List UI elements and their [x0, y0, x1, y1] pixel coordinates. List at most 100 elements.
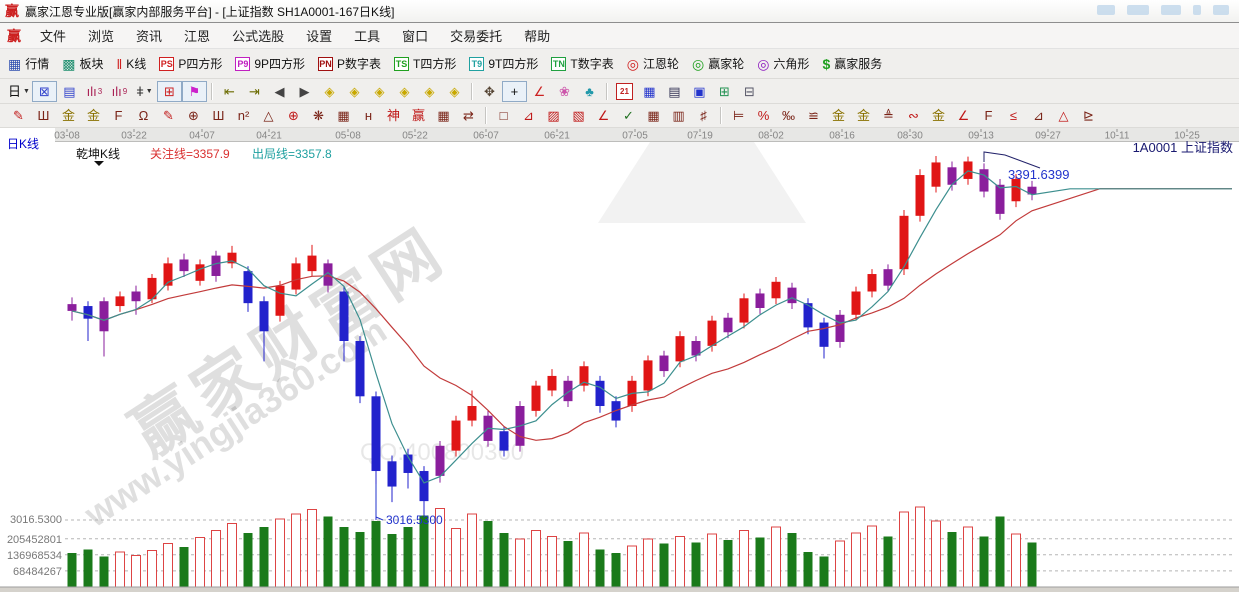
gann-tool-6-button[interactable]: Ω [131, 105, 156, 126]
kline-button[interactable]: ‖ K线 [117, 55, 147, 72]
quotes-button[interactable]: ▦ 行情 [8, 55, 49, 72]
gann-tool-21-button[interactable]: □ [491, 105, 516, 126]
gann-tool-25-button[interactable]: ∠ [591, 105, 616, 126]
menu-item-9[interactable]: 交易委托 [450, 29, 503, 44]
notes-tool-button[interactable]: ▤ [662, 81, 687, 102]
angle-tool-button[interactable]: ∠ [527, 81, 552, 102]
gann-tool-24-button[interactable]: ▧ [566, 105, 591, 126]
gann-tool-1-button[interactable]: ✎ [6, 105, 31, 126]
gann-tool-42-button[interactable]: ≤ [1001, 105, 1026, 126]
save-tool-button[interactable]: ▣ [687, 81, 712, 102]
window-control-button[interactable] [1193, 5, 1201, 15]
gann-tool-4-button[interactable]: 金 [81, 105, 106, 126]
gann-tool-43-button[interactable]: ⊿ [1026, 105, 1051, 126]
gann-tool-23-button[interactable]: ▨ [541, 105, 566, 126]
nav-prev-button[interactable]: ◀ [267, 81, 292, 102]
gann-tool-37-button[interactable]: ≜ [876, 105, 901, 126]
gann-tool-10-button[interactable]: n² [231, 105, 256, 126]
window-control-button[interactable] [1161, 5, 1181, 15]
gann-tool-32-button[interactable]: % [751, 105, 776, 126]
gann-tool-39-button[interactable]: 金 [926, 105, 951, 126]
gann-tool-29-button[interactable]: ♯ [691, 105, 716, 126]
gann-tool-45-button[interactable]: ⊵ [1076, 105, 1101, 126]
gann-tool-5-button[interactable]: F [106, 105, 131, 126]
nav-next-button[interactable]: ▶ [292, 81, 317, 102]
gann-tool-33-button[interactable]: ‰ [776, 105, 801, 126]
print-tool-button[interactable]: ⊟ [737, 81, 762, 102]
gann-tool-34-button[interactable]: ≌ [801, 105, 826, 126]
gann-tool-13-button[interactable]: ❋ [306, 105, 331, 126]
gann-tool-44-button[interactable]: △ [1051, 105, 1076, 126]
gann-tool-38-button[interactable]: ∾ [901, 105, 926, 126]
gann-tool-3-button[interactable]: 金 [56, 105, 81, 126]
gann-tool-31-button[interactable]: ⊨ [726, 105, 751, 126]
chart-canvas[interactable]: 赢家财富网www.yingjia360.comQQ:40080036003-08… [0, 128, 1239, 592]
menu-item-5[interactable]: 公式选股 [232, 29, 285, 44]
gann-tool-36-button[interactable]: 金 [851, 105, 876, 126]
window-control-button[interactable] [1127, 5, 1149, 15]
winner-service-button[interactable]: $ 赢家服务 [822, 55, 882, 72]
gann-tool-27-button[interactable]: ▦ [641, 105, 666, 126]
menu-item-7[interactable]: 工具 [354, 29, 381, 44]
calculator-tool-button[interactable]: ▦ [637, 81, 662, 102]
crosshair-button[interactable]: + [501, 80, 527, 102]
nav-first-button[interactable]: ⇤ [217, 81, 242, 102]
gann-tool-41-button[interactable]: F [976, 105, 1001, 126]
window-control-button[interactable] [1213, 5, 1229, 15]
chart3-view-button[interactable]: ılı 3 [82, 81, 107, 102]
menu-item-10[interactable]: 帮助 [524, 29, 551, 44]
hexagon-button[interactable]: ◎ 六角形 [757, 55, 809, 72]
gann-wheel-button[interactable]: ◎ 江恩轮 [627, 55, 679, 72]
window-control-button[interactable] [1097, 5, 1115, 15]
menu-item-4[interactable]: 江恩 [184, 29, 211, 44]
gann-tool-26-button[interactable]: ✓ [616, 105, 641, 126]
p-square-button[interactable]: PS P四方形 [159, 55, 222, 72]
pan-hand-button[interactable]: ✥ [477, 81, 502, 102]
gann-tool-18-button[interactable]: ▦ [431, 105, 456, 126]
menu-item-3[interactable]: 资讯 [136, 29, 163, 44]
gann-tool-16-button[interactable]: 神 [381, 105, 406, 126]
gann-tool-12-button[interactable]: ⊕ [281, 105, 306, 126]
gann-tool-28-button[interactable]: ▥ [666, 105, 691, 126]
gann-tool-35-button[interactable]: 金 [826, 105, 851, 126]
gann-tool-9-button[interactable]: Ш [206, 105, 231, 126]
diamond-compress-button[interactable]: ◈ [392, 81, 417, 102]
gann-tool-2-button[interactable]: Ш [31, 105, 56, 126]
menu-item-1[interactable]: 文件 [40, 29, 67, 44]
network-view-button[interactable]: ⊠ [31, 80, 57, 102]
9t-square-button[interactable]: T9 9T四方形 [469, 55, 538, 72]
gann-tool-11-button[interactable]: △ [256, 105, 281, 126]
t-square-button[interactable]: TS T四方形 [394, 55, 456, 72]
period-day-dropdown-button[interactable]: 日 ▼ [6, 81, 32, 102]
calendar-tool-button[interactable]: 21 [612, 81, 637, 102]
diamond-expand-button[interactable]: ◈ [417, 81, 442, 102]
t-number-table-button[interactable]: TN T数字表 [551, 55, 614, 72]
diamond-right-button[interactable]: ◈ [342, 81, 367, 102]
diamond-left-button[interactable]: ◈ [317, 81, 342, 102]
diamond-horizontal-button[interactable]: ◈ [367, 81, 392, 102]
gann-tool-14-button[interactable]: ▦ [331, 105, 356, 126]
menu-item-6[interactable]: 设置 [306, 29, 333, 44]
gann-tool-17-button[interactable]: 赢 [406, 105, 431, 126]
color-flag-button[interactable]: ⚑ [181, 80, 207, 102]
gann-tool-8-button[interactable]: ⊕ [181, 105, 206, 126]
p-number-table-button[interactable]: PN P数字表 [318, 55, 381, 72]
diamond-full-button[interactable]: ◈ [442, 81, 467, 102]
gann-tool-15-button[interactable]: ʜ [356, 105, 381, 126]
gann-tool-19-button[interactable]: ⇄ [456, 105, 481, 126]
gann-tool-40-button[interactable]: ∠ [951, 105, 976, 126]
flower-tool-button[interactable]: ❀ [552, 81, 577, 102]
region-highlight-button[interactable]: ⊞ [156, 80, 182, 102]
menu-item-8[interactable]: 窗口 [402, 29, 429, 44]
brain-tool-button[interactable]: ♣ [577, 81, 602, 102]
nav-last-button[interactable]: ⇥ [242, 81, 267, 102]
gann-tool-7-button[interactable]: ✎ [156, 105, 181, 126]
info-view-button[interactable]: ▤ [57, 81, 82, 102]
gann-tool-22-button[interactable]: ⊿ [516, 105, 541, 126]
network-tool-button[interactable]: ⊞ [712, 81, 737, 102]
winner-wheel-button[interactable]: ◎ 赢家轮 [692, 55, 744, 72]
chart9-view-button[interactable]: ılı 9 [107, 81, 132, 102]
9p-square-button[interactable]: P9 9P四方形 [235, 55, 305, 72]
candle-style-dropdown-button[interactable]: ǂ ▼ [132, 81, 157, 102]
sectors-button[interactable]: ▩ 板块 [62, 55, 103, 72]
